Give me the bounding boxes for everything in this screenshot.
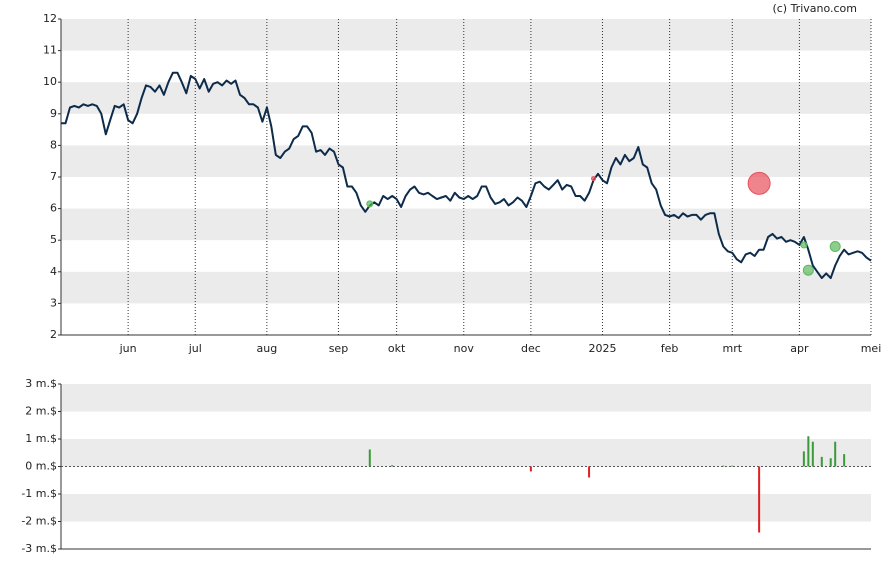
x-tick-label: nov: [454, 342, 475, 355]
y-tick-label: 3 m.$: [25, 377, 57, 390]
bar: [843, 454, 846, 467]
trade-marker: [366, 200, 374, 208]
x-tick-label: aug: [257, 342, 278, 355]
y-tick-label: 10: [43, 75, 57, 88]
grid-band: [61, 271, 871, 304]
y-tick-label: 7: [50, 170, 57, 183]
grid-band: [61, 145, 871, 177]
grid-band: [61, 82, 871, 114]
bar: [834, 441, 837, 467]
y-tick-label: 0 m.$: [25, 460, 57, 473]
y-tick-label: -2 m.$: [21, 515, 57, 528]
y-tick-label: 4: [50, 265, 57, 278]
trade-marker: [747, 171, 771, 195]
y-tick-label: 1 m.$: [25, 432, 57, 445]
x-tick-label: mei: [861, 342, 882, 355]
y-tick-label: 6: [50, 202, 57, 215]
y-tick-label: 3: [50, 296, 57, 309]
x-tick-label: dec: [521, 342, 541, 355]
bar: [802, 451, 805, 467]
bar: [529, 466, 532, 472]
x-tick-label: sep: [329, 342, 348, 355]
grid-band: [61, 384, 871, 412]
trade-marker: [802, 264, 814, 276]
bar: [731, 465, 734, 467]
x-tick-label: apr: [790, 342, 809, 355]
x-tick-label: jul: [188, 342, 202, 355]
grid-band: [61, 439, 871, 467]
trade-marker: [591, 176, 597, 182]
y-tick-label: 9: [50, 107, 57, 120]
bar: [368, 449, 371, 467]
x-tick-label: jun: [119, 342, 137, 355]
y-tick-label: -1 m.$: [21, 487, 57, 500]
bar: [588, 466, 591, 478]
y-tick-label: 12: [43, 12, 57, 25]
y-tick-label: 5: [50, 233, 57, 246]
y-tick-label: 2: [50, 328, 57, 341]
bar: [807, 436, 810, 467]
grid-band: [61, 208, 871, 241]
price-line: [61, 71, 872, 280]
bar: [758, 466, 761, 533]
trade-marker: [800, 241, 808, 249]
credit: (c) Trivano.com: [772, 2, 857, 15]
x-tick-label: mrt: [722, 342, 742, 355]
bar: [391, 465, 394, 467]
y-tick-label: 2 m.$: [25, 405, 57, 418]
x-tick-label: 2025: [588, 342, 616, 355]
y-tick-label: 8: [50, 138, 57, 151]
bar: [811, 441, 814, 467]
x-tick-label: okt: [388, 342, 406, 355]
grid-band: [61, 19, 871, 51]
bar: [722, 465, 725, 467]
bar: [820, 456, 823, 467]
y-tick-label: -3 m.$: [21, 542, 57, 555]
x-tick-label: feb: [661, 342, 679, 355]
bar: [829, 458, 832, 467]
y-tick-label: 11: [43, 44, 57, 57]
trade-marker: [829, 241, 841, 253]
grid-band: [61, 494, 871, 522]
